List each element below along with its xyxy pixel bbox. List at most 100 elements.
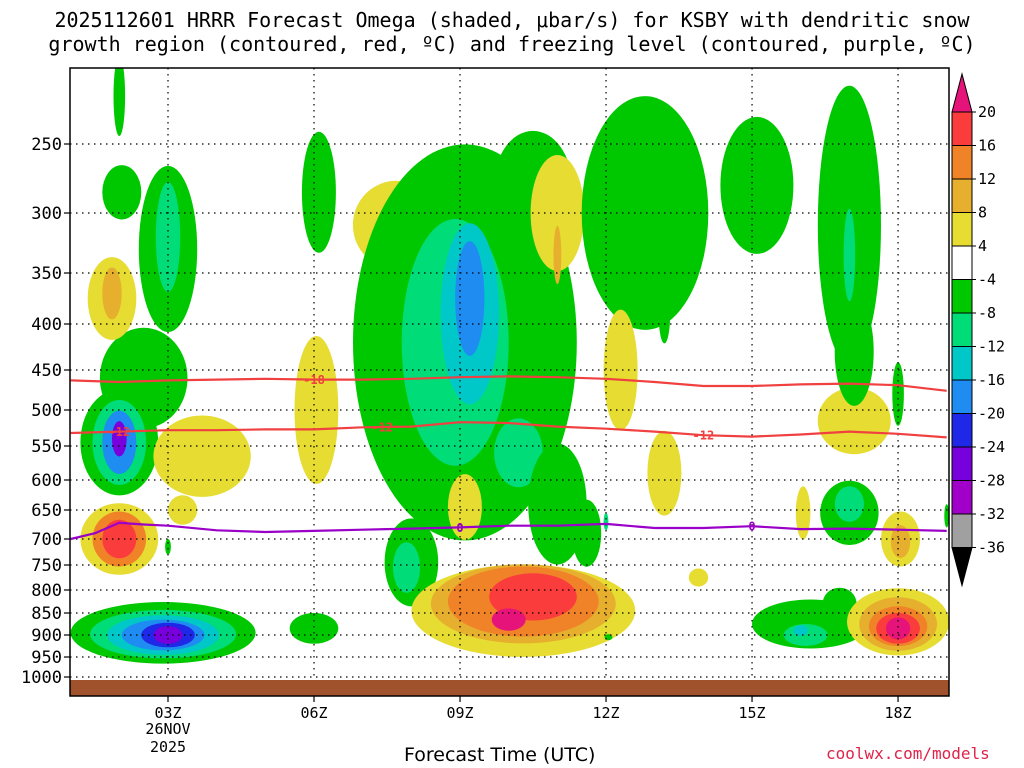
terrain-bar — [70, 680, 949, 696]
y-tick-label: 250 — [31, 135, 62, 155]
x-tick-label: 18Z — [885, 704, 912, 722]
plot-frame — [69, 67, 950, 697]
y-tick-label: 800 — [31, 581, 62, 601]
omega-cell — [892, 362, 904, 426]
y-tick-label: 400 — [31, 315, 62, 335]
colorbar-band — [951, 72, 973, 113]
omega-cell — [455, 241, 485, 356]
omega-cell — [447, 474, 482, 540]
omega-cell — [299, 380, 319, 469]
colorbar-band — [951, 178, 973, 213]
x-tick-label: 06Z — [300, 704, 327, 722]
colorbar-band — [951, 111, 973, 146]
omega-cell — [603, 309, 638, 431]
omega-cell — [834, 486, 865, 522]
temperature-contours: -18 -12 -12 -12 0 0 — [70, 373, 947, 541]
omega-cell — [153, 415, 251, 497]
omega-cell — [112, 421, 127, 457]
contour-label: -12 — [371, 420, 393, 434]
omega-shading — [70, 68, 949, 664]
x-tick-label: 09Z — [446, 704, 473, 722]
omega-cell — [944, 504, 949, 528]
x-tick-label: 03Z — [154, 704, 181, 722]
omega-cell — [153, 626, 183, 644]
colorbar-label: 16 — [978, 137, 996, 155]
date-label-year: 2025 — [150, 738, 186, 756]
colorbar-band — [951, 279, 973, 314]
y-tick-label: 750 — [31, 556, 62, 576]
colorbar-band — [951, 346, 973, 381]
contour-label: -18 — [303, 373, 325, 387]
omega-cell — [658, 284, 671, 344]
colorbar-label: 20 — [978, 103, 996, 121]
y-tick-label: 600 — [31, 471, 62, 491]
omega-cell — [890, 525, 911, 558]
omega-cell — [647, 430, 682, 516]
colorbar-label: 12 — [978, 170, 996, 188]
y-tick-label: 650 — [31, 501, 62, 521]
omega-cell — [843, 208, 856, 302]
grid-lines — [70, 68, 949, 696]
contour-line — [70, 421, 947, 439]
colorbar-band — [951, 145, 973, 180]
y-tick-label: 550 — [31, 437, 62, 457]
contour-line — [70, 521, 947, 541]
colorbar-band — [951, 513, 973, 548]
colorbar: 20 16 12 8 4 -4 -8 -12 -16 -20 -24 -28 -32 -36 — [951, 72, 1005, 588]
colorbar-band — [951, 446, 973, 481]
omega-cell — [392, 542, 421, 593]
chart-title-line-2: growth region (contoured, red, ºC) and f… — [48, 32, 976, 56]
colorbar-label: -32 — [978, 505, 1005, 523]
y-tick-label: 350 — [31, 264, 62, 284]
omega-cell — [491, 608, 526, 631]
colorbar-band — [951, 547, 973, 588]
omega-cell — [168, 495, 198, 525]
y-tick-label: 1000 — [21, 668, 62, 688]
x-tick-label: 12Z — [592, 704, 619, 722]
y-axis-ticks: 2503003504004505005506006507007508008509… — [21, 135, 70, 688]
colorbar-band — [951, 413, 973, 448]
credit-link[interactable]: coolwx.com/models — [826, 744, 990, 763]
y-tick-label: 500 — [31, 401, 62, 421]
omega-cell — [581, 96, 709, 330]
colorbar-band — [951, 212, 973, 247]
chart-title-line-1: 2025112601 HRRR Forecast Omega (shaded, … — [54, 8, 970, 32]
colorbar-label: -16 — [978, 371, 1005, 389]
omega-cell — [688, 568, 709, 587]
x-axis-ticks: 03Z 06Z 09Z 12Z 15Z 18Z — [154, 696, 912, 722]
colorbar-label: 8 — [978, 204, 987, 222]
x-tick-label: 15Z — [738, 704, 765, 722]
omega-cell — [720, 116, 794, 254]
date-label-day: 26NOV — [145, 720, 190, 738]
colorbar-label: -24 — [978, 438, 1005, 456]
omega-cell — [822, 587, 857, 620]
omega-cell — [817, 387, 891, 455]
colorbar-band — [951, 379, 973, 414]
omega-cell — [603, 512, 609, 531]
y-tick-label: 700 — [31, 530, 62, 550]
omega-cell — [885, 617, 911, 640]
contour-label: -12 — [108, 425, 130, 439]
y-tick-label: 850 — [31, 604, 62, 624]
colorbar-label: -20 — [978, 405, 1005, 423]
omega-cell — [553, 225, 562, 285]
colorbar-label: -4 — [978, 271, 996, 289]
contour-label: 0 — [456, 521, 463, 535]
contour-line — [70, 375, 947, 392]
omega-cell — [165, 539, 171, 555]
omega-cell — [301, 131, 336, 253]
y-tick-label: 950 — [31, 648, 62, 668]
colorbar-band — [951, 480, 973, 515]
colorbar-band — [951, 245, 973, 280]
omega-cell — [102, 267, 122, 320]
omega-cell — [795, 486, 811, 540]
omega-cell — [113, 68, 126, 136]
colorbar-label: -28 — [978, 472, 1005, 490]
omega-cell — [494, 418, 543, 488]
y-tick-label: 900 — [31, 626, 62, 646]
omega-cell — [834, 297, 874, 406]
y-tick-label: 300 — [31, 204, 62, 224]
colorbar-label: -8 — [978, 304, 996, 322]
omega-cell — [528, 443, 587, 565]
